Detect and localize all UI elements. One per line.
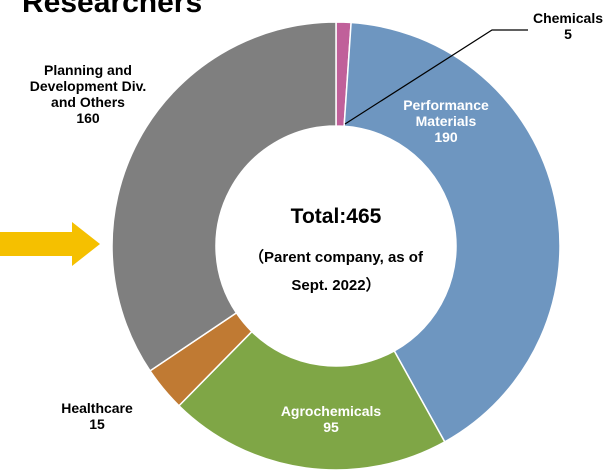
value-label: 5 (564, 26, 572, 42)
category-label: Chemicals (532, 10, 604, 26)
category-label: Performance Materials (403, 97, 489, 129)
category-label: Planning and Development Div. and Others (29, 62, 147, 110)
center-subtitle: （Parent company, as of Sept. 2022） (249, 249, 423, 294)
donut-segment (177, 330, 446, 471)
value-label: 160 (76, 110, 100, 126)
category-label: Healthcare (61, 400, 133, 416)
donut-segment (111, 21, 337, 372)
category-label: Agrochemicals (280, 403, 382, 419)
value-label: 15 (89, 416, 105, 432)
value-label: 95 (323, 419, 339, 435)
donut-segment (343, 21, 561, 443)
leader-line (344, 29, 528, 125)
arrow (0, 222, 100, 266)
value-label: 190 (434, 129, 458, 145)
center-title: Total:465 (290, 205, 382, 228)
chart-title: Researchers (22, 0, 203, 19)
